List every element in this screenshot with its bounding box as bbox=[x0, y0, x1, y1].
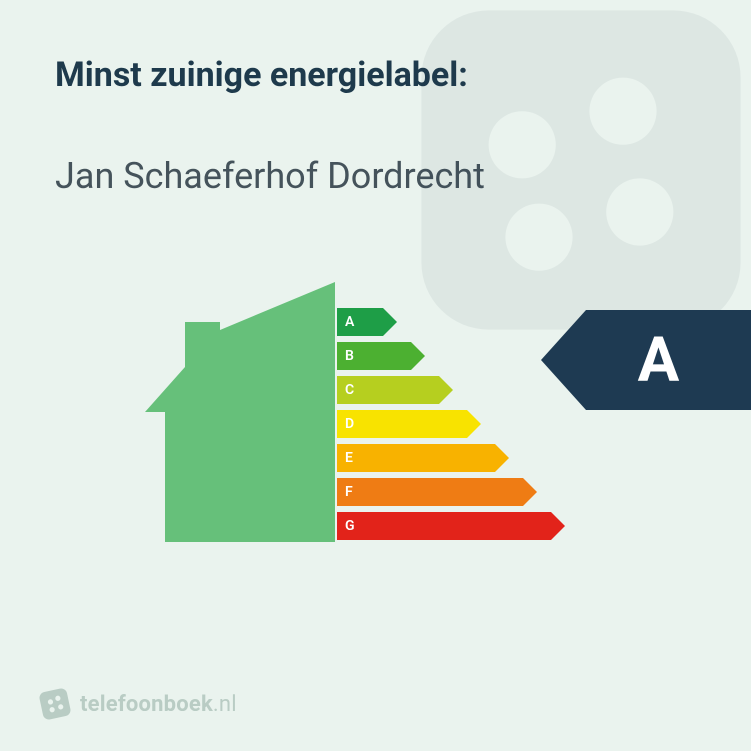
bar-tip-icon bbox=[383, 308, 397, 336]
house-icon bbox=[135, 282, 335, 542]
energy-label-card: Minst zuinige energielabel: Jan Schaefer… bbox=[0, 0, 751, 751]
bar-tip-icon bbox=[495, 444, 509, 472]
footer-brand: telefoonboek.nl bbox=[80, 692, 237, 717]
rating-badge: A bbox=[541, 310, 751, 410]
bar-tip-icon bbox=[523, 478, 537, 506]
energy-bar-row: F bbox=[337, 475, 551, 509]
energy-bar-row: E bbox=[337, 441, 551, 475]
bar-tip-icon bbox=[411, 342, 425, 370]
footer-brand-bold: telefoonboek bbox=[80, 692, 213, 717]
energy-bar-row: D bbox=[337, 407, 551, 441]
bar-tip-icon bbox=[439, 376, 453, 404]
rating-letter: A bbox=[613, 324, 680, 397]
phonebook-icon bbox=[37, 686, 73, 722]
card-subtitle: Jan Schaeferhof Dordrecht bbox=[55, 155, 696, 197]
energy-bar-a: A bbox=[337, 308, 383, 336]
energy-bar-c: C bbox=[337, 376, 439, 404]
energy-bar-e: E bbox=[337, 444, 495, 472]
bar-tip-icon bbox=[551, 512, 565, 540]
energy-bar-f: F bbox=[337, 478, 523, 506]
energy-bar-row: A bbox=[337, 305, 551, 339]
energy-bar-b: B bbox=[337, 342, 411, 370]
energy-bar-d: D bbox=[337, 410, 467, 438]
bar-tip-icon bbox=[467, 410, 481, 438]
energy-bar-row: C bbox=[337, 373, 551, 407]
energy-bar-row: B bbox=[337, 339, 551, 373]
footer: telefoonboek.nl bbox=[40, 689, 237, 719]
energy-bar-g: G bbox=[337, 512, 551, 540]
card-title: Minst zuinige energielabel: bbox=[55, 55, 696, 95]
footer-brand-light: .nl bbox=[213, 692, 237, 717]
energy-bar-row: G bbox=[337, 509, 551, 543]
energy-bars: ABCDEFG bbox=[337, 305, 551, 543]
